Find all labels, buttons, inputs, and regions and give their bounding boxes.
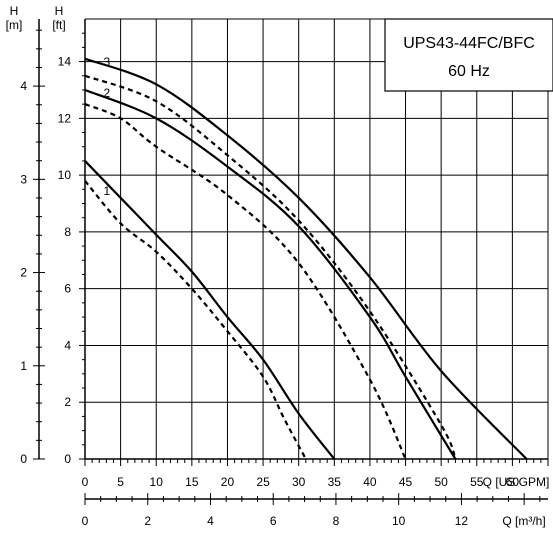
x-axis-m3h-tick-label: 8 <box>333 514 340 528</box>
x-axis-m3h-label: Q [m³/h] <box>502 514 545 528</box>
curve-speed-3-dashed <box>84 74 457 460</box>
y-axis-m-tick-label: 3 <box>20 172 27 186</box>
y-axis-ft-tick-label: 4 <box>64 338 71 352</box>
x-axis-gpm-tick-label: 30 <box>292 475 306 489</box>
x-axis-m3h-tick-label: 12 <box>455 514 469 528</box>
y-axis-m-tick-label: 2 <box>20 266 27 280</box>
x-axis-gpm-tick-label: 35 <box>328 475 342 489</box>
x-axis-m3h-tick-label: 6 <box>270 514 277 528</box>
x-axis-gpm-tick-label: 45 <box>399 475 413 489</box>
x-axis-gpm-tick-label: 0 <box>82 475 89 489</box>
y-axis-ft-unit: H <box>55 4 64 18</box>
y-axis-m-unit: H <box>10 4 19 18</box>
x-axis-gpm-tick-label: 50 <box>434 475 448 489</box>
y-axis-ft-tick-label: 12 <box>58 111 72 125</box>
chart-model-title: UPS43-44FC/BFC <box>403 35 535 52</box>
x-axis-gpm-tick-label: 40 <box>363 475 377 489</box>
x-axis-m3h-tick-label: 4 <box>207 514 214 528</box>
y-axis-ft-dim: [ft] <box>52 18 65 32</box>
chart-frequency-title: 60 Hz <box>448 63 490 80</box>
curve-speed-2-solid <box>84 88 457 460</box>
x-axis-gpm-tick-label: 10 <box>150 475 164 489</box>
y-axis-ft-tick-label: 10 <box>58 168 72 182</box>
y-axis-m-tick-label: 4 <box>20 79 27 93</box>
curve-speed-1-dashed <box>84 180 307 460</box>
curve-number-label: 3 <box>104 55 111 69</box>
y-axis-m-tick-label: 0 <box>20 452 27 466</box>
curve-speed-3-solid <box>84 57 528 460</box>
pump-curves: 1 2 3 <box>84 55 528 460</box>
y-axis-ft-tick-label: 2 <box>64 395 71 409</box>
x-axis-gpm-tick-label: 5 <box>117 475 124 489</box>
curve-number-label: 1 <box>104 184 111 198</box>
x-axis-gpm-tick-label: 60 <box>506 475 520 489</box>
x-axis-gpm-tick-label: 55 <box>470 475 484 489</box>
legend-box <box>384 18 553 92</box>
x-axis-gpm-tick-label: 25 <box>256 475 270 489</box>
x-axis-m3h-tick-label: 2 <box>144 514 151 528</box>
x-axis-gpm-label: Q [US GPM] <box>483 475 550 489</box>
y-axis-ft-tick-label: 0 <box>64 452 71 466</box>
curve-speed-2-dashed <box>84 103 407 460</box>
y-axis-ft-tick-label: 14 <box>58 55 72 69</box>
y-axis-m-dim: [m] <box>6 18 23 32</box>
x-axis-m3h-tick-label: 10 <box>392 514 406 528</box>
x-axis-m3h-tick-label: 0 <box>82 514 89 528</box>
y-axis-m-tick-label: 1 <box>20 359 27 373</box>
x-axis-gpm-tick-label: 20 <box>221 475 235 489</box>
curve-speed-1-solid <box>84 160 336 460</box>
x-axis-gpm-tick-label: 15 <box>185 475 199 489</box>
y-axis-ft-tick-label: 6 <box>64 282 71 296</box>
y-axis-ft-tick-label: 8 <box>64 225 71 239</box>
curve-number-label: 2 <box>104 86 111 100</box>
